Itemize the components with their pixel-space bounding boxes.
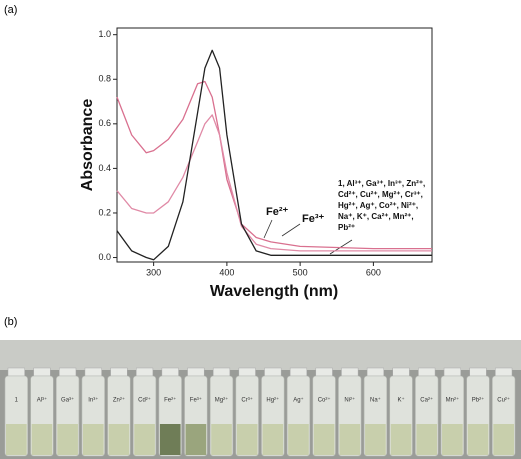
vial-label: Mn²⁺ (446, 397, 460, 404)
photo-wall (0, 340, 521, 370)
vial-label: Ni²⁺ (344, 397, 355, 404)
vial-label: Cd²⁺ (138, 397, 151, 404)
vial-solution (262, 424, 284, 455)
vial-cap (418, 367, 436, 377)
vial-label: Hg²⁺ (266, 397, 279, 404)
vial-cap (366, 367, 385, 377)
vial-cap (161, 367, 179, 377)
vial-solution (57, 424, 78, 455)
vial-solution (134, 424, 155, 455)
vial-label: Pb²⁺ (472, 397, 485, 404)
vial-solution (288, 424, 309, 455)
series-line (116, 114, 432, 252)
y-axis-label: Absorbance (79, 99, 96, 192)
vial-solution (467, 424, 489, 455)
plot: 300 400 500 600 0.0 0.2 0.4 0.6 0.8 1.0 (98, 29, 432, 277)
y-tick-label: 0.8 (98, 74, 111, 84)
vial-label: Zn²⁺ (113, 397, 125, 404)
vial-cap (495, 367, 513, 377)
vial-cap (315, 367, 333, 377)
vial-label: 1 (15, 398, 19, 404)
panel-label: (b) (4, 316, 17, 328)
vial-solution (6, 424, 27, 455)
x-tick-label: 400 (219, 267, 234, 277)
x-tick-label: 300 (146, 267, 161, 277)
vial-cap (33, 367, 51, 377)
series-line (116, 80, 432, 250)
y-tick-label: 1.0 (98, 29, 111, 39)
vial-label: Cr³⁺ (241, 397, 253, 404)
plot-frame (116, 27, 433, 263)
series-line (116, 49, 432, 261)
annotation-box: 1, Al³⁺, Ga³⁺, In³⁺, Zn²⁺, Cd²⁺, Cu²⁺, M… (338, 179, 426, 232)
annotation: Fe³⁺ (302, 213, 325, 225)
x-tick-label: 600 (366, 267, 381, 277)
vial-label: K⁺ (397, 397, 404, 404)
vial-solution (416, 424, 438, 455)
y-tick-label: 0.2 (98, 207, 111, 217)
vial-solution (339, 424, 361, 455)
vial-cap (469, 367, 487, 377)
vial-label: Na⁺ (370, 397, 381, 404)
vials: 1 Al³⁺ Ga³⁺ In³⁺ Zn²⁺ Cd²⁺ Fe²⁺ Fe³⁺ Mg²⁺ Cr³⁺ Hg²… (4, 367, 516, 457)
vial-label: Cu²⁺ (497, 397, 510, 404)
vial-label: Co²⁺ (318, 397, 331, 404)
vial-cap (84, 367, 102, 377)
vial-cap (212, 367, 231, 377)
y-tick-label: 0.6 (98, 118, 111, 128)
vial-cap (59, 367, 77, 377)
vial-solution (236, 424, 258, 455)
vial-cap (187, 367, 205, 377)
vial-cap (264, 367, 282, 377)
annotation: Fe²⁺ (266, 206, 289, 218)
vial-label: Ag⁺ (293, 397, 304, 404)
vial-solution (211, 424, 232, 455)
vial-cap (443, 367, 461, 377)
vial-solution (82, 424, 104, 455)
y-tick-label: 0.4 (98, 163, 111, 173)
vial-label: Al³⁺ (37, 397, 48, 404)
vial-solution (442, 424, 463, 455)
vial-label: Ga³⁺ (61, 397, 74, 404)
vial-cap (238, 367, 256, 377)
vial-label: Mg²⁺ (215, 397, 229, 404)
arrow (263, 219, 273, 239)
vial-cap (136, 367, 154, 377)
annotation: 1, Al³⁺, Ga³⁺, In³⁺, Zn²⁺, Cd²⁺, Cu²⁺, M… (338, 179, 426, 232)
x-tick-label: 500 (293, 267, 308, 277)
vial-solution (185, 424, 207, 455)
vial-cap (110, 367, 128, 377)
vial-label: In³⁺ (88, 397, 98, 404)
panel-label: (a) (4, 4, 17, 16)
vial-solution (108, 424, 130, 455)
x-axis-label: Wavelength (nm) (210, 283, 338, 300)
arrow (281, 223, 301, 237)
vial-label: Fe²⁺ (164, 397, 176, 404)
y-tick-label: 0.0 (98, 252, 111, 262)
vial-cap (392, 367, 410, 377)
vial-solution (493, 424, 514, 455)
vial-cap (289, 367, 308, 377)
vial-label: Fe³⁺ (190, 397, 202, 404)
vial-label: Ca²⁺ (420, 397, 433, 404)
vial-solution (159, 424, 181, 455)
vial-solution (313, 424, 335, 455)
vial-cap (341, 367, 359, 377)
vial-cap (7, 367, 25, 377)
vial-solution (365, 424, 386, 455)
vial-solution (31, 424, 53, 455)
vial-solution (390, 424, 412, 455)
